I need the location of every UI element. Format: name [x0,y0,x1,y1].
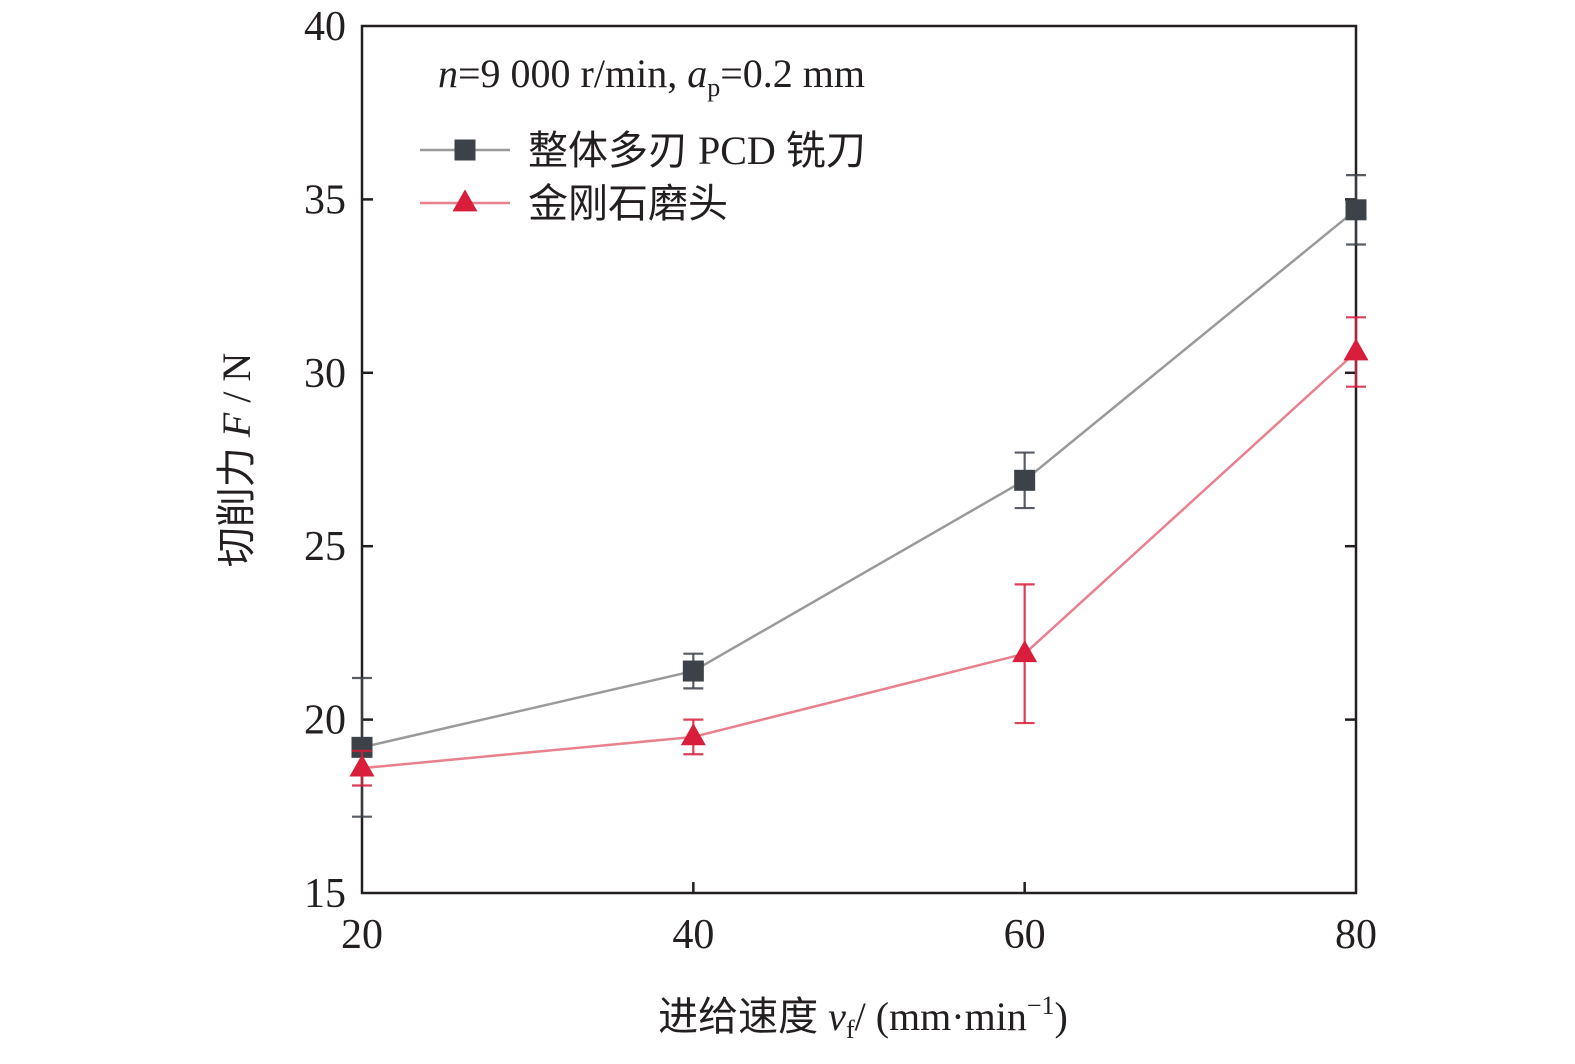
axis-ticks [362,198,1356,893]
data-point-0-1 [682,660,704,682]
x-tick-label-0: 20 [341,912,383,958]
y-tick-label-2: 25 [304,524,346,570]
annot-n-var: n [438,51,458,96]
condition-annotation: n=9 000 r/min, ap=0.2 mm [438,51,865,102]
data-point-1-2 [1012,640,1038,663]
x-tick-label-1: 40 [672,912,714,958]
legend-item-1: 金刚石磨头 [420,181,728,226]
legend-marker-1 [452,189,478,212]
annot-ap-var: a [687,51,707,96]
legend-marker-0 [454,139,476,161]
series-layer [349,174,1369,818]
series-line-1 [361,351,1357,770]
x-axis-close: ) [1055,994,1068,1039]
y-axis-var: F [214,412,259,438]
y-tick-label-3: 30 [304,351,346,397]
y-axis-title-text: 切削力 [214,437,259,567]
x-axis-title: 进给速度 vf/ (mm·min−1) [658,991,1068,1044]
y-axis-unit: / N [214,353,259,413]
x-axis-var: v [828,994,846,1039]
y-tick-label-5: 40 [304,4,346,50]
data-point-1-3 [1343,338,1369,361]
x-axis-sup: −1 [1027,991,1055,1020]
series-1 [349,316,1369,787]
x-axis-sub: f [846,1015,855,1044]
series-0 [351,174,1367,818]
series-line-0 [361,208,1357,749]
y-tick-label-1: 20 [304,698,346,744]
data-point-1-1 [680,723,706,746]
annot-ap-text: =0.2 mm [720,51,865,96]
data-point-0-0 [351,736,373,758]
data-point-0-3 [1345,199,1367,221]
y-axis-title: 切削力 F / N [214,353,259,567]
legend-item-0: 整体多刃 PCD 铣刀 [420,128,866,173]
legend-label-0: 整体多刃 PCD 铣刀 [528,128,866,173]
x-axis-unit: / (mm·min [855,994,1027,1039]
data-point-1-0 [349,754,375,777]
annot-n-text: =9 000 r/min, [458,51,687,96]
x-axis-title-text: 进给速度 [658,994,828,1039]
y-tick-label-4: 35 [304,177,346,223]
y-tick-label-0: 15 [304,871,346,917]
data-point-0-2 [1014,469,1036,491]
legend-label-1: 金刚石磨头 [528,181,728,226]
x-tick-label-3: 80 [1335,912,1377,958]
annot-ap-sub: p [707,73,720,102]
x-tick-label-2: 60 [1004,912,1046,958]
plot-frame [360,24,1358,895]
